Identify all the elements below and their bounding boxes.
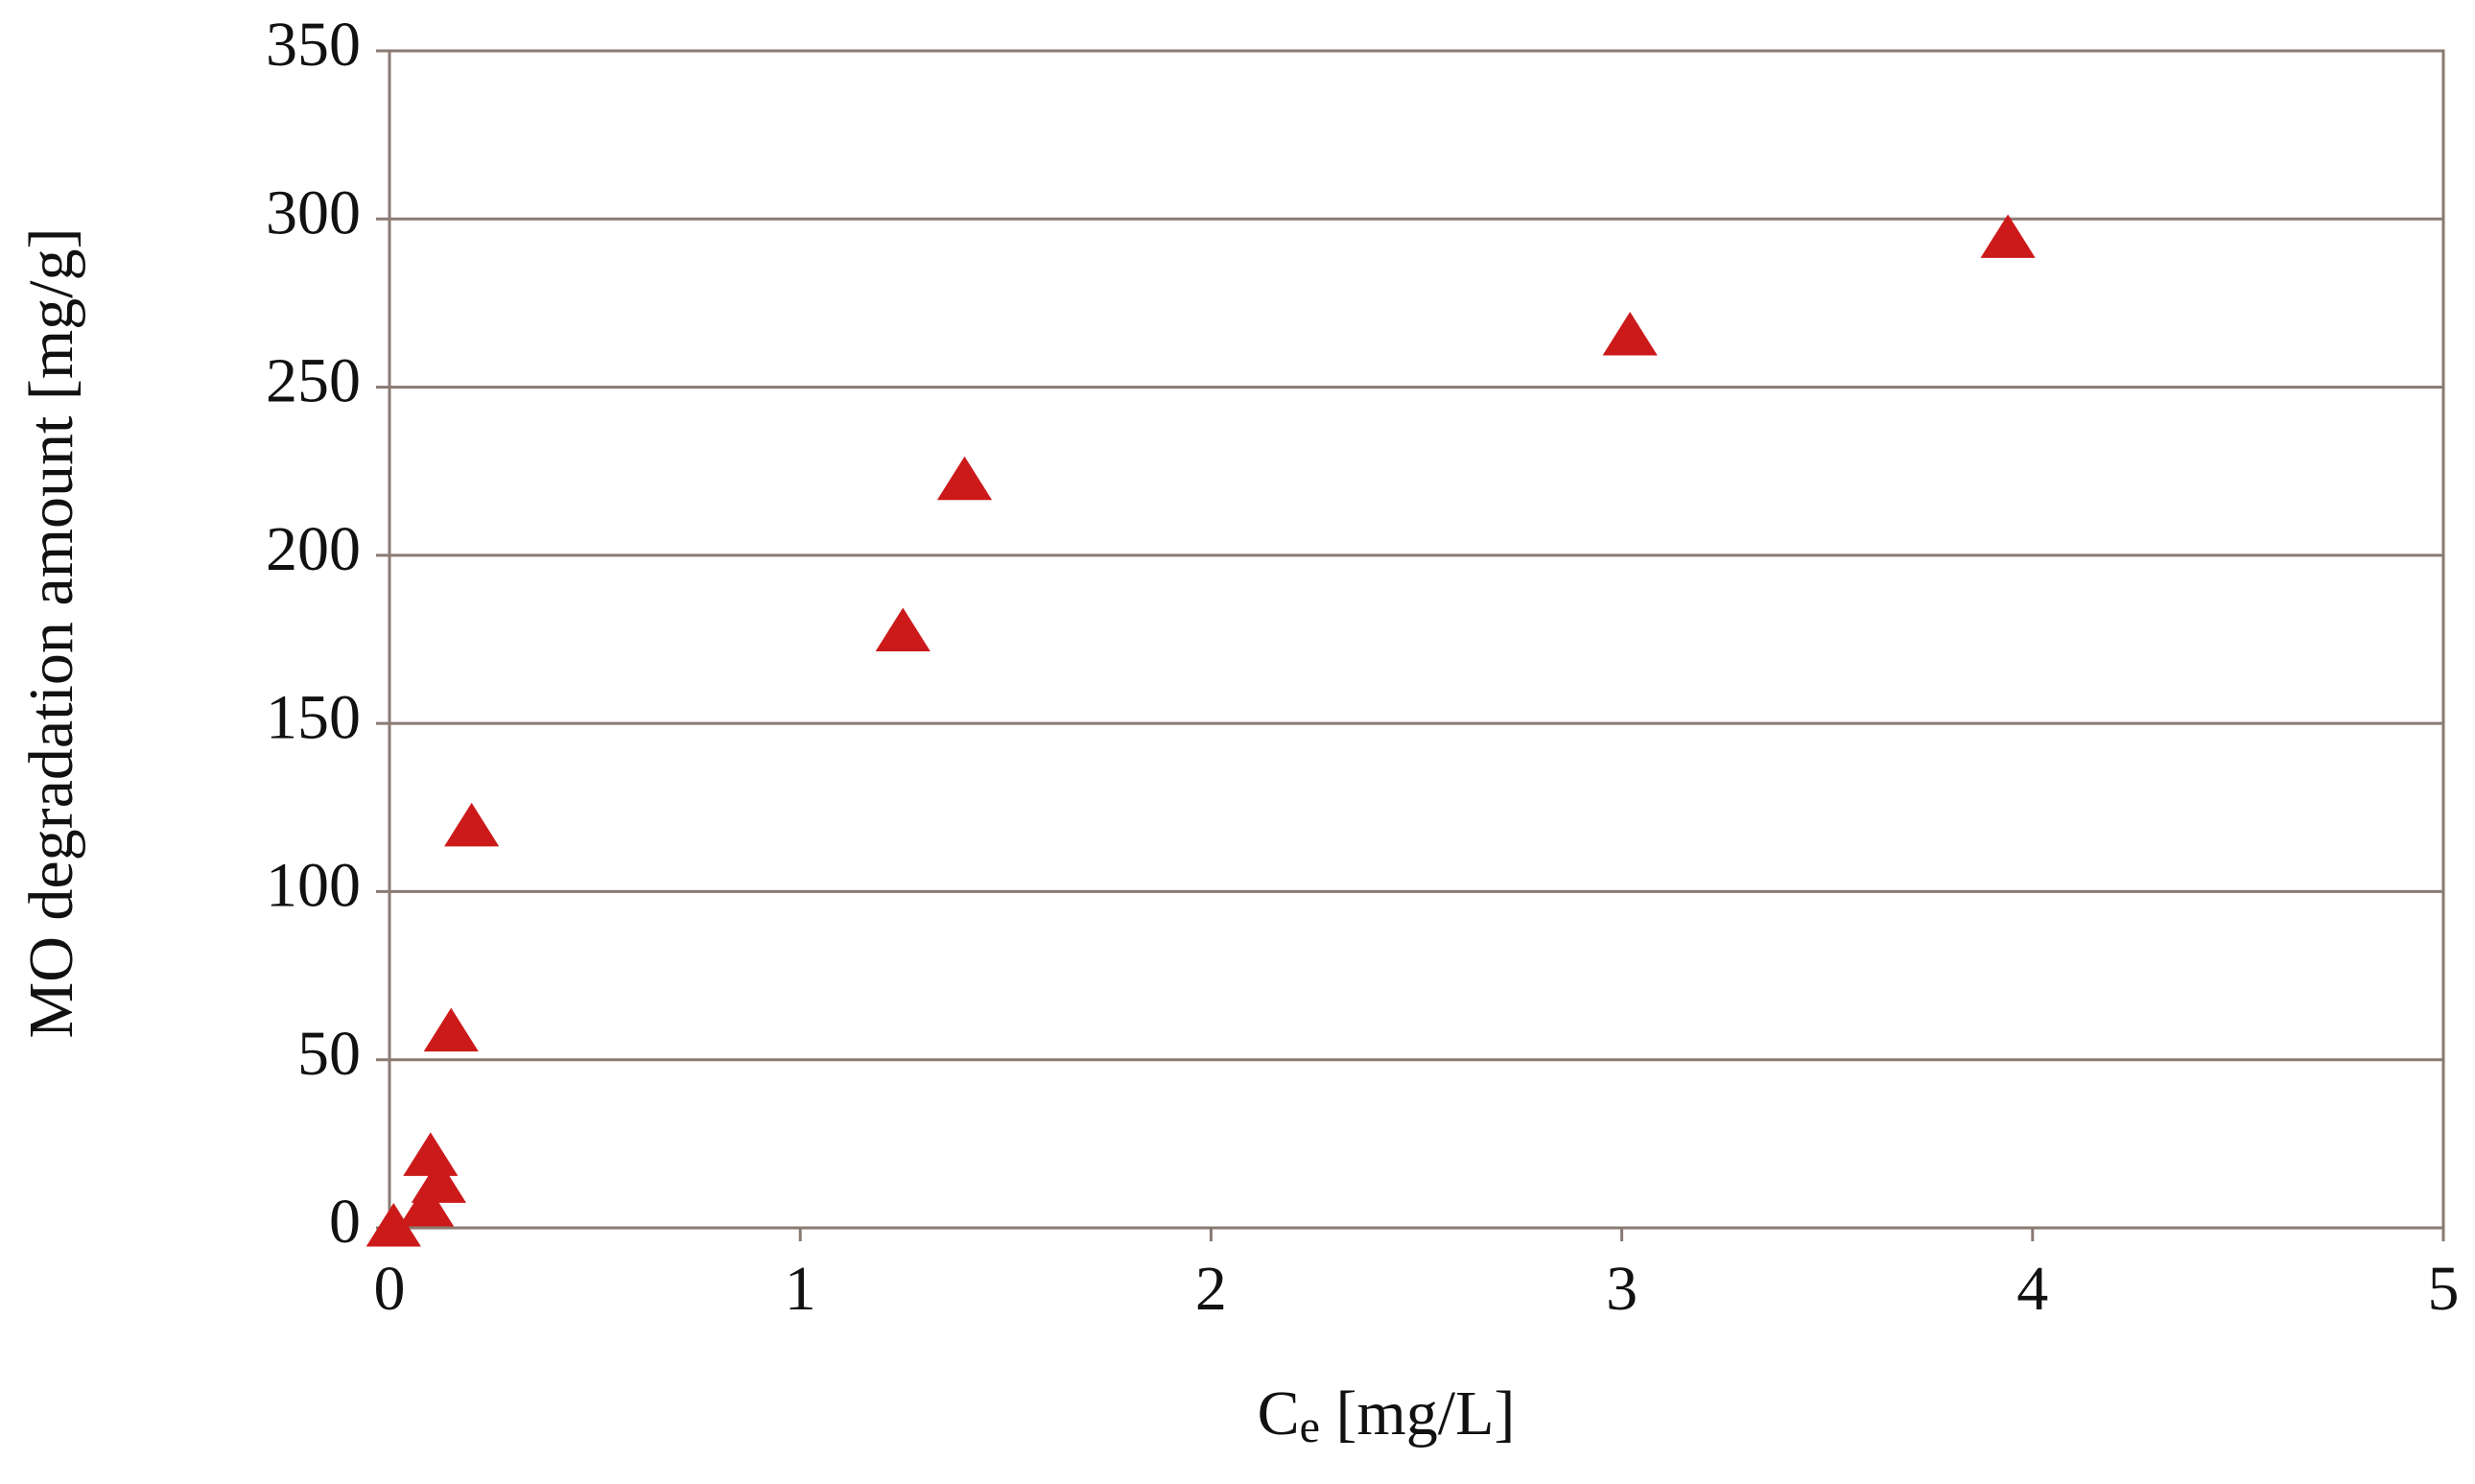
y-tick-label: 350 [266, 10, 361, 80]
x-tick-label: 4 [2016, 1254, 2048, 1324]
marker [365, 1203, 421, 1247]
marker [411, 1159, 466, 1203]
marker [1602, 311, 1658, 356]
y-tick-label: 300 [266, 177, 361, 247]
y-tick-label: 150 [266, 682, 361, 752]
marker [398, 1182, 455, 1227]
y-tick-label: 50 [297, 1019, 361, 1089]
x-tick-label: 1 [785, 1254, 816, 1324]
y-tick-label: 100 [266, 851, 361, 921]
marker [403, 1132, 459, 1176]
plot-frame [388, 49, 2445, 1230]
x-tick-label: 2 [1195, 1254, 1227, 1324]
marker [936, 456, 993, 501]
y-tick-label: 0 [329, 1187, 361, 1257]
x-tick-label: 3 [1606, 1254, 1638, 1324]
x-label-rest: [mg/L] [1320, 1378, 1515, 1449]
x-tick-label: 0 [374, 1254, 406, 1324]
marker [1980, 214, 2036, 258]
marker [875, 607, 931, 651]
y-tick-label: 250 [266, 346, 361, 416]
y-tick-label: 200 [266, 514, 361, 584]
marker [444, 802, 500, 847]
marker [423, 1007, 479, 1052]
y-axis-label: MO degradation amount [mg/g] [16, 228, 86, 1039]
x-tick-label: 5 [2428, 1254, 2460, 1324]
x-label-sub: e [1300, 1402, 1320, 1452]
x-axis-label: Ce [mg/L] [1258, 1378, 1516, 1452]
x-label-main: C [1258, 1378, 1300, 1449]
